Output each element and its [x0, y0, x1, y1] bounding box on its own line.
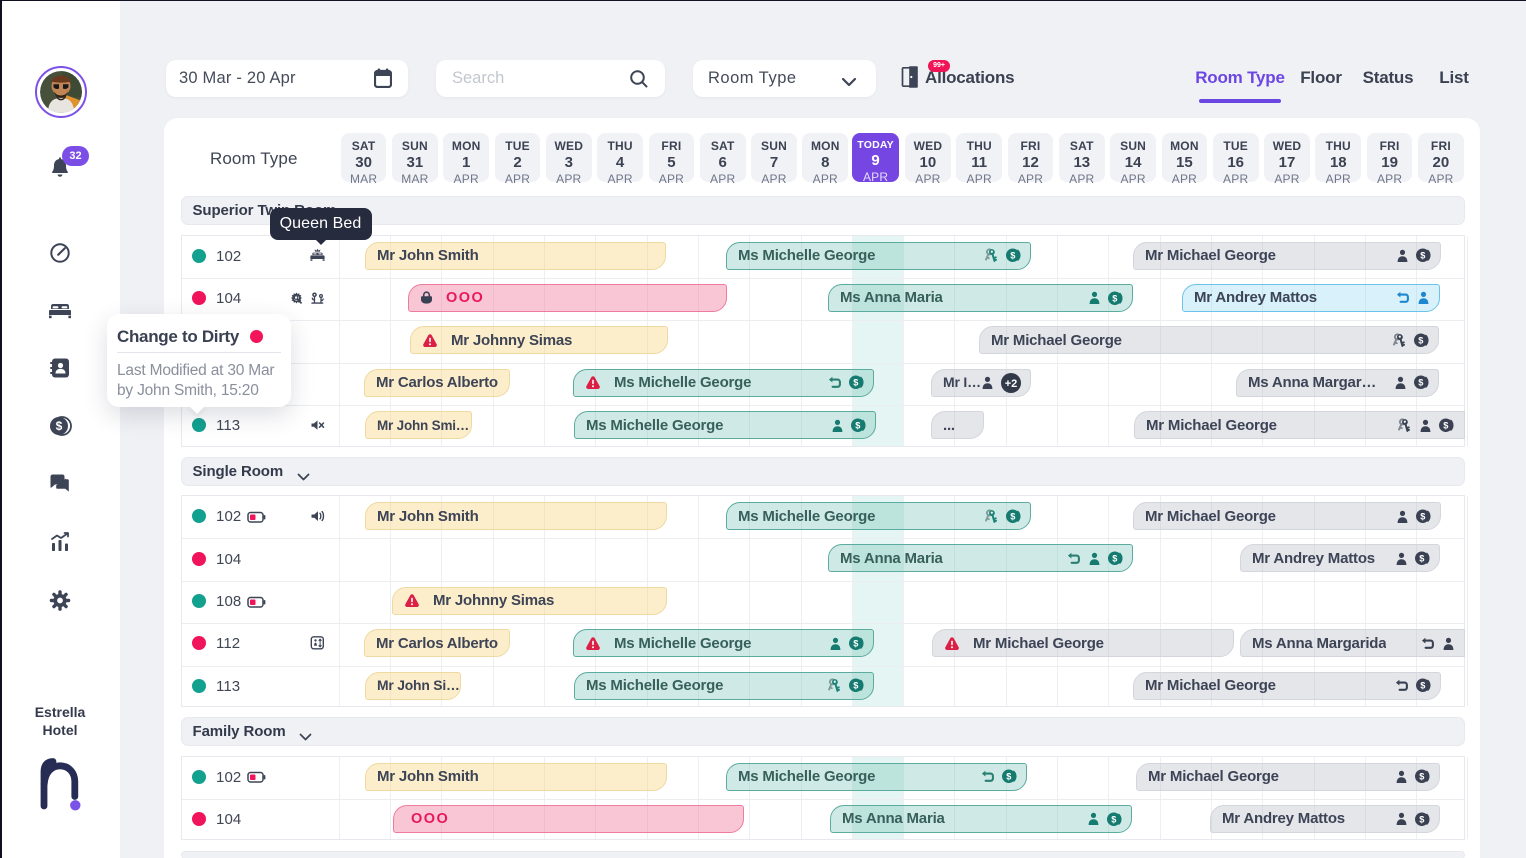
svg-text:$: $: [1418, 378, 1423, 388]
svg-text:$: $: [853, 639, 858, 649]
svg-text:$: $: [1111, 814, 1116, 824]
svg-text:$: $: [1419, 772, 1424, 782]
svg-text:$: $: [1420, 511, 1425, 521]
svg-text:$: $: [1112, 554, 1117, 564]
svg-text:$: $: [1419, 554, 1424, 564]
svg-text:$: $: [1443, 420, 1448, 430]
svg-text:$: $: [56, 419, 63, 433]
svg-text:$: $: [855, 420, 860, 430]
svg-text:$: $: [1420, 251, 1425, 261]
svg-text:$: $: [853, 378, 858, 388]
svg-text:$: $: [1010, 511, 1015, 521]
svg-text:+2: +2: [1005, 378, 1018, 390]
svg-text:$: $: [1420, 681, 1425, 691]
svg-text:$: $: [1112, 293, 1117, 303]
svg-text:$: $: [1418, 336, 1423, 346]
svg-text:$: $: [1006, 772, 1011, 782]
svg-text:$: $: [1010, 251, 1015, 261]
svg-text:$: $: [853, 681, 858, 691]
svg-text:$: $: [1419, 814, 1424, 824]
